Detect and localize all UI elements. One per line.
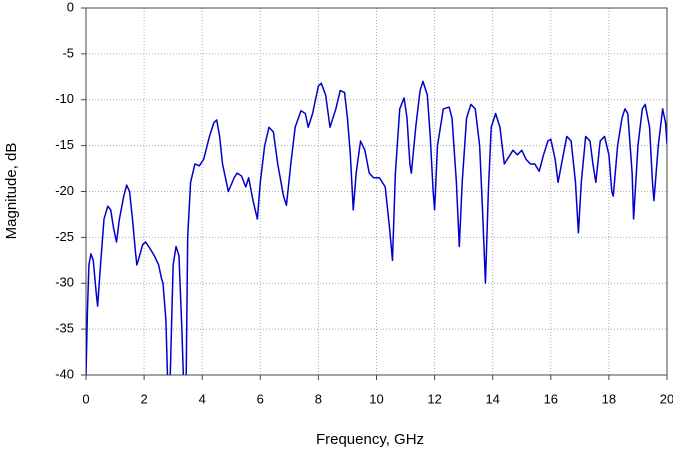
- data-line: [86, 80, 667, 375]
- x-tick-label: 12: [427, 391, 441, 406]
- y-tick-label: -5: [62, 45, 74, 60]
- y-tick-label: -40: [55, 366, 74, 381]
- y-tick-label: 0: [67, 0, 74, 14]
- x-tick-label: 16: [544, 391, 558, 406]
- x-tick-label: 10: [369, 391, 383, 406]
- x-tick-label: 6: [257, 391, 264, 406]
- x-tick-label: 2: [140, 391, 147, 406]
- plot-frame: [85, 7, 668, 376]
- x-tick-label: 20: [660, 391, 673, 406]
- y-tick-label: -15: [55, 137, 74, 152]
- x-tick-label: 14: [485, 391, 499, 406]
- y-tick-label: -20: [55, 183, 74, 198]
- y-tick-label: -25: [55, 229, 74, 244]
- x-tick-label: 18: [602, 391, 616, 406]
- y-tick-label: -30: [55, 275, 74, 290]
- x-tick-label: 4: [199, 391, 206, 406]
- y-tick-label: -10: [55, 91, 74, 106]
- y-tick-label: -35: [55, 321, 74, 336]
- y-axis-title: Magnitude, dB: [3, 143, 20, 240]
- x-axis-title: Frequency, GHz: [316, 431, 424, 448]
- x-tick-label: 8: [315, 391, 322, 406]
- x-tick-label: 0: [82, 391, 89, 406]
